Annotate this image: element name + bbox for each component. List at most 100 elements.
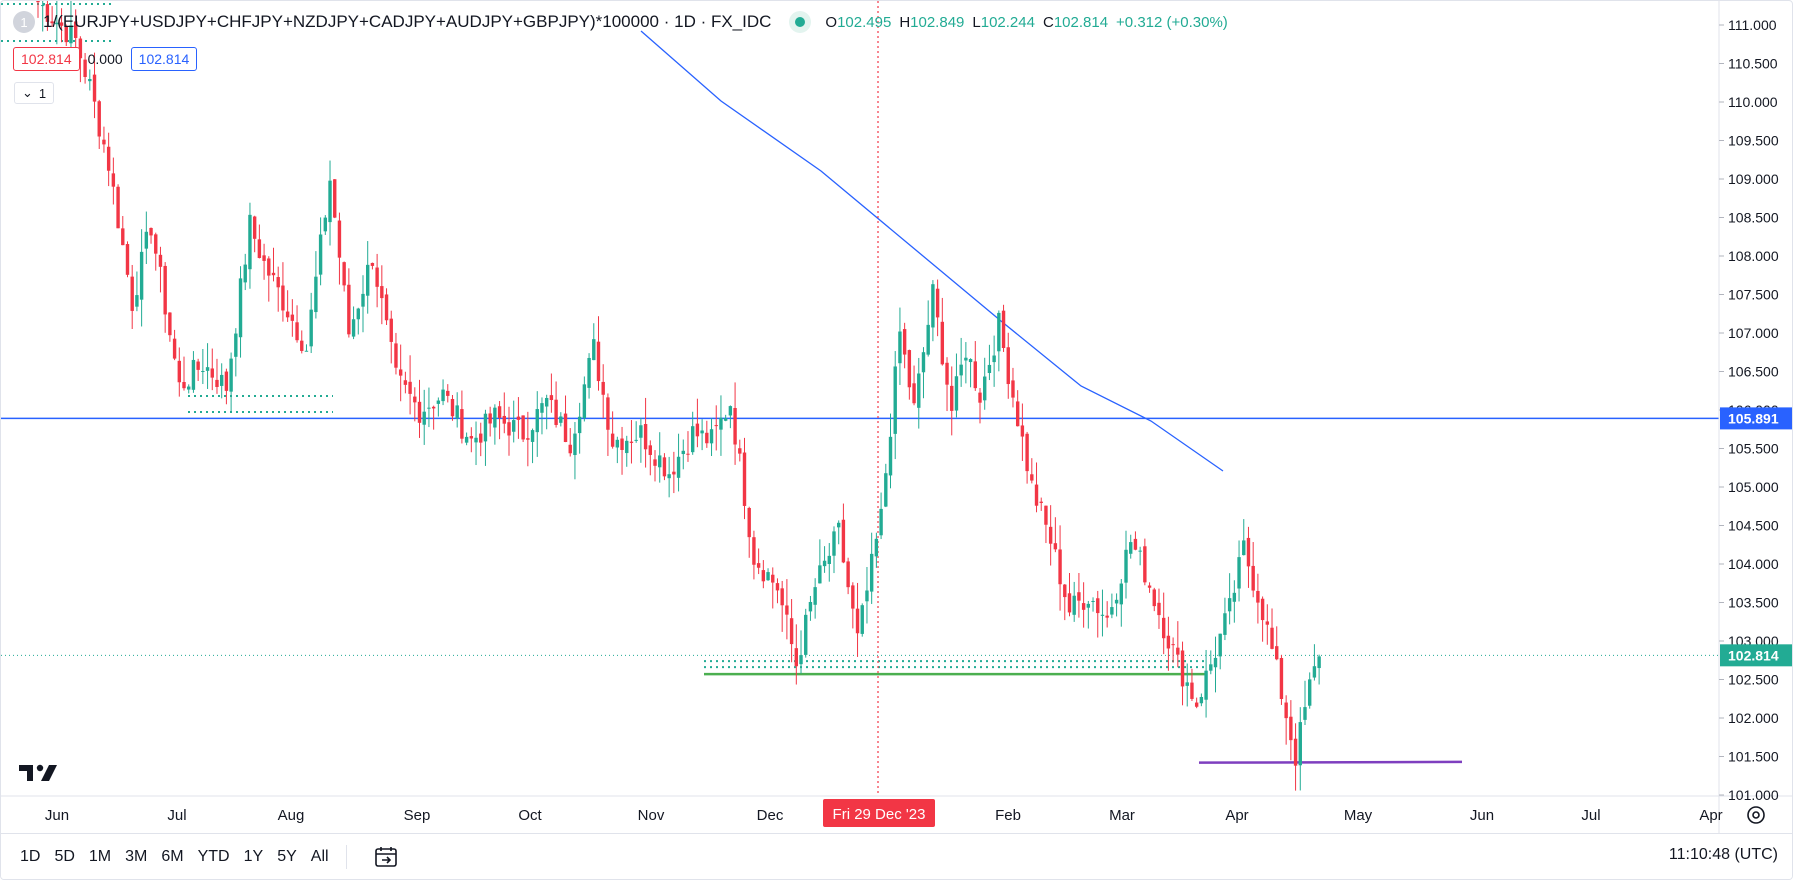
market-status-icon[interactable] bbox=[789, 11, 812, 33]
candle-body bbox=[1100, 614, 1105, 616]
price-tick-label: 107.000 bbox=[1728, 325, 1779, 341]
price-tick-label: 108.500 bbox=[1728, 210, 1779, 226]
candle-body bbox=[1096, 598, 1100, 614]
candle-body bbox=[822, 560, 827, 567]
candle-body bbox=[483, 413, 488, 442]
symbol-title[interactable]: 1/(EURJPY+USDJPY+CHFJPY+NZDJPY+CADJPY+AU… bbox=[43, 12, 772, 31]
candle-body bbox=[436, 400, 441, 404]
candle-body bbox=[907, 350, 912, 388]
candle-body bbox=[549, 395, 554, 401]
candle-body bbox=[1204, 670, 1208, 700]
indicator-value-blue[interactable]: 102.814 bbox=[130, 47, 198, 71]
range-5d-button[interactable]: 5D bbox=[54, 848, 75, 865]
candle-body bbox=[1147, 585, 1152, 588]
candle-body bbox=[191, 359, 196, 390]
candle-body bbox=[700, 430, 704, 434]
candle-body bbox=[172, 338, 177, 359]
horizontal-line-price-tag bbox=[1720, 407, 1792, 430]
candle-body bbox=[1133, 538, 1138, 550]
range-all-button[interactable]: All bbox=[310, 848, 329, 865]
candle-body bbox=[690, 426, 695, 453]
candle-body bbox=[535, 409, 539, 433]
candle-body bbox=[413, 396, 417, 403]
candle-body bbox=[813, 587, 817, 605]
settings-gear-icon[interactable] bbox=[1747, 806, 1765, 824]
candle-body bbox=[1091, 600, 1095, 602]
range-ytd-button[interactable]: YTD bbox=[197, 848, 230, 865]
candle-body bbox=[879, 508, 883, 536]
candle-body bbox=[912, 383, 916, 404]
candle-body bbox=[728, 406, 733, 416]
last-price-tag bbox=[1720, 644, 1792, 667]
candle-body bbox=[1190, 682, 1194, 699]
candle-body bbox=[1114, 599, 1119, 604]
candle-body bbox=[149, 227, 153, 236]
price-tick-label: 110.500 bbox=[1728, 56, 1778, 72]
candle-body bbox=[1227, 598, 1232, 612]
candle-body bbox=[1030, 474, 1034, 481]
price-tick-label: 109.500 bbox=[1728, 133, 1779, 149]
range-1d-button[interactable]: 1D bbox=[20, 848, 41, 865]
candle-body bbox=[921, 352, 926, 373]
candle-body bbox=[248, 214, 252, 270]
time-tick-label: May bbox=[1344, 807, 1373, 824]
candle-body bbox=[563, 413, 568, 443]
candle-body bbox=[55, 22, 59, 25]
candle-body bbox=[714, 425, 718, 427]
tradingview-logo-icon[interactable] bbox=[19, 759, 57, 790]
candle-body bbox=[224, 371, 229, 391]
candle-body bbox=[959, 364, 963, 376]
range-1y-button[interactable]: 1Y bbox=[243, 848, 264, 865]
clock-time[interactable]: 11:10:48 (UTC) bbox=[1668, 846, 1778, 863]
symbol-logo-icon[interactable]: 1 bbox=[13, 11, 35, 33]
candle-body bbox=[469, 436, 474, 439]
candle-body bbox=[1194, 702, 1199, 707]
low-label: L bbox=[972, 13, 981, 31]
candle-body bbox=[512, 420, 516, 432]
candle-body bbox=[300, 340, 304, 351]
price-tick-label: 110.000 bbox=[1728, 94, 1778, 110]
candle-body bbox=[1293, 738, 1298, 766]
candle-body bbox=[295, 322, 299, 341]
range-6m-button[interactable]: 6M bbox=[161, 848, 184, 865]
candle-body bbox=[1308, 679, 1312, 706]
candle-body bbox=[676, 456, 681, 478]
candle-body bbox=[356, 308, 360, 320]
time-tick-label: Jul bbox=[167, 807, 186, 824]
candle-body bbox=[865, 590, 869, 602]
candle-body bbox=[158, 254, 163, 267]
candle-body bbox=[610, 433, 615, 447]
candle-body bbox=[1025, 433, 1029, 472]
candle-body bbox=[1242, 540, 1246, 556]
candle-body bbox=[592, 339, 596, 361]
candle-body bbox=[695, 423, 700, 437]
candle-body bbox=[271, 272, 276, 276]
candle-body bbox=[1129, 542, 1133, 554]
candle-body bbox=[587, 357, 591, 388]
candle-body bbox=[954, 376, 959, 411]
candle-body bbox=[285, 311, 290, 318]
candle-body bbox=[983, 376, 987, 401]
candle-body bbox=[789, 618, 794, 645]
range-5y-button[interactable]: 5Y bbox=[277, 848, 297, 865]
candle-body bbox=[314, 276, 318, 313]
candle-body bbox=[596, 341, 601, 382]
candles-layer bbox=[36, 1, 1321, 791]
candle-body bbox=[290, 314, 295, 321]
candle-body bbox=[177, 360, 181, 383]
bottom-toolbar: 1D 5D 1M 3M 6M YTD 1Y 5Y All 11:10:48 (U… bbox=[1, 833, 1792, 879]
candle-body bbox=[931, 284, 935, 328]
purple-trend-line bbox=[1198, 760, 1463, 764]
time-tick-label: Sep bbox=[404, 807, 431, 824]
range-1m-button[interactable]: 1M bbox=[88, 848, 112, 865]
go-to-date-icon[interactable] bbox=[373, 845, 399, 869]
candle-body bbox=[804, 614, 808, 655]
range-3m-button[interactable]: 3M bbox=[125, 848, 148, 865]
candle-body bbox=[771, 574, 775, 583]
candle-body bbox=[238, 278, 243, 338]
indicator-value-red[interactable]: 102.814 bbox=[13, 47, 80, 71]
candle-body bbox=[1105, 615, 1109, 618]
collapse-indicators-button[interactable]: ⌄ 1 bbox=[14, 82, 55, 104]
